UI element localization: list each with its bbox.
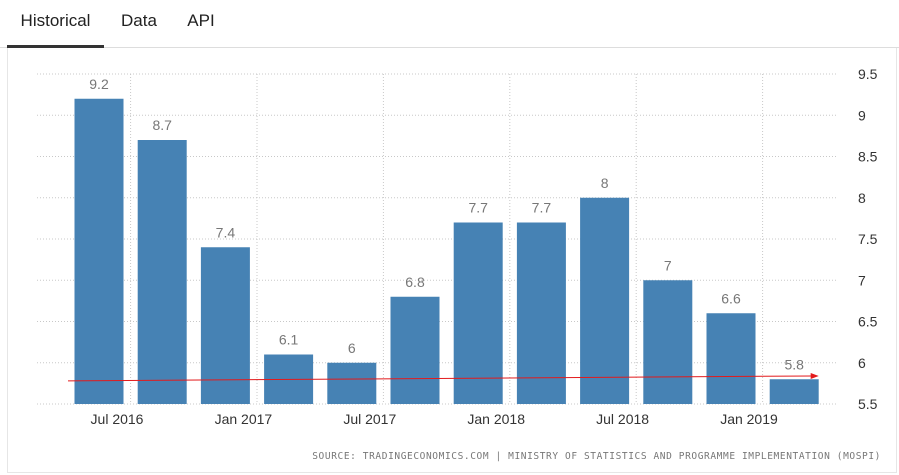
- bar: [769, 379, 819, 404]
- data-label: 6.8: [405, 274, 425, 290]
- bar: [390, 296, 440, 404]
- chart-x-axis: Jul 2016 Jan 2017 Jul 2017 Jan 2018 Jul 2018…: [91, 411, 778, 427]
- bar: [327, 362, 377, 404]
- tab-historical[interactable]: Historical: [7, 0, 104, 48]
- bar: [200, 247, 250, 404]
- trend-arrowhead: [810, 372, 819, 379]
- x-tick-label: Jan 2018: [467, 411, 525, 427]
- chart-y-axis: 5.5 6 6.5 7 7.5 8 8.5 9 9.5: [858, 66, 878, 412]
- chart-bars: [74, 98, 819, 404]
- y-tick-label: 8.5: [858, 149, 878, 165]
- bar: [137, 140, 187, 404]
- tab-bar: Historical Data API: [0, 0, 899, 48]
- data-label: 7.4: [216, 224, 236, 240]
- y-tick-label: 7.5: [858, 231, 878, 247]
- data-label: 5.8: [784, 356, 804, 372]
- chart-source: SOURCE: TRADINGECONOMICS.COM | MINISTRY …: [312, 451, 881, 462]
- y-tick-label: 7: [858, 272, 866, 288]
- bar: [706, 313, 756, 404]
- data-label: 9.2: [89, 76, 109, 92]
- data-label: 6: [348, 340, 356, 356]
- x-tick-label: Jan 2017: [215, 411, 273, 427]
- chart-trend: [67, 372, 819, 382]
- chart-panel: [7, 48, 897, 473]
- bar: [74, 98, 124, 404]
- bar: [580, 197, 630, 404]
- data-label: 7.7: [468, 200, 488, 216]
- data-label: 8: [601, 175, 609, 191]
- chart-grid: [37, 73, 837, 405]
- data-label: 7: [664, 257, 672, 273]
- data-label: 6.6: [721, 290, 741, 306]
- tab-data[interactable]: Data: [121, 11, 157, 30]
- x-tick-label: Jul 2017: [343, 411, 396, 427]
- y-tick-label: 6: [858, 355, 866, 371]
- bar: [516, 222, 566, 404]
- x-tick-label: Jan 2019: [720, 411, 778, 427]
- y-tick-label: 5.5: [858, 396, 878, 412]
- y-tick-label: 9.5: [858, 66, 878, 82]
- y-tick-label: 8: [858, 190, 866, 206]
- y-tick-label: 9: [858, 107, 866, 123]
- trend-line: [67, 375, 813, 382]
- y-tick-label: 6.5: [858, 314, 878, 330]
- bar: [453, 222, 503, 404]
- data-label: 7.7: [532, 200, 552, 216]
- bar: [643, 280, 693, 404]
- data-label: 6.1: [279, 332, 299, 348]
- tab-api[interactable]: API: [187, 11, 215, 30]
- x-tick-label: Jul 2018: [596, 411, 649, 427]
- chart-data-labels: 9.2 8.7 7.4 6.1 6 6.8 7.7 7.7 8 7 6.6 5.8: [89, 76, 804, 373]
- x-tick-label: Jul 2016: [91, 411, 144, 427]
- data-label: 8.7: [152, 117, 172, 133]
